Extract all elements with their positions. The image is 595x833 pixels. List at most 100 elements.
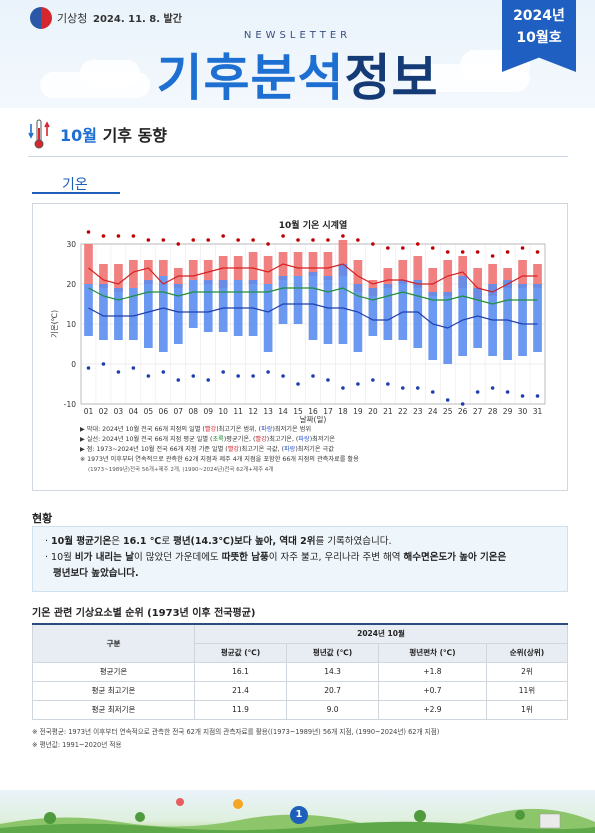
dot-record-max [146,238,151,242]
bar-max-range [114,264,123,292]
bar-max-range [278,252,288,280]
dot-record-max [490,254,495,258]
dot-record-min [146,374,151,378]
table-cell: 11.9 [193,699,288,720]
x-tick-label: 16 [308,407,318,416]
dot-record-max [176,242,181,246]
table-row: 평균기온 16.1 14.3 +1.8 2위 [32,661,569,682]
dot-record-min [386,382,390,386]
bar-max-range [473,268,482,300]
section-title: 10월 기후 동향 [60,126,168,145]
table-cell: +1.8 [378,661,487,682]
bar-min-range [144,280,153,348]
dot-record-min [86,366,91,370]
dot-record-max [505,250,510,254]
x-tick-label: 02 [99,407,109,416]
bar-max-range [99,264,108,288]
dot-record-max [341,234,345,238]
bar-min-range [203,280,213,332]
x-tick-label: 19 [353,407,363,416]
bar-min-range [458,276,468,356]
legend-line-lines: ▶ 실선: 2024년 10월 전국 66개 지점 평균 일별 (초록)평균기온… [80,436,335,443]
issue-month: 10월호 [516,30,562,46]
y-tick-label: 30 [66,240,76,249]
dot-record-min [311,374,315,378]
footnote-1: ※ 전국평균: 1973년 이후부터 연속적으로 관측한 전국 62개 지점의 … [32,728,440,736]
bar-min-range [473,288,482,348]
tab-temperature: 기온 [62,177,88,193]
dot-record-min [266,370,270,374]
newsletter-label: NEWSLETTER [243,30,352,41]
x-tick-label: 11 [233,407,243,416]
bar-max-range [218,256,228,288]
x-tick-label: 17 [323,407,333,416]
y-tick-label: 20 [66,280,76,289]
status-point-1: · 10월 평균기온은 16.1 ℃로 평년(14.3℃)보다 높아, 역대 2… [45,536,392,547]
dot-record-max [116,234,121,238]
bar-max-range [188,260,198,280]
bar-min-range [114,288,123,340]
plot-frame [80,243,546,405]
dot-record-min [415,386,420,390]
chart-title: 10월 기온 시계열 [279,219,347,231]
status-title: 현황 [32,512,53,525]
bar-max-range [338,240,348,276]
x-axis-label: 날짜(일) [300,414,327,424]
bar-min-range [84,284,93,336]
line-mean [88,287,538,305]
x-tick-label: 13 [263,407,273,416]
bar-min-range [398,280,408,340]
dot-record-min [206,378,211,382]
x-tick-label: 22 [398,407,408,416]
org-name: 기상청 [57,12,88,25]
legend-note: ※ 1973년 이후부터 연속적으로 관측한 62개 지점과 제주 4개 지점을… [80,456,359,463]
dot-record-max [86,230,91,234]
table-row: 평균 최저기온 11.9 9.0 +2.9 1위 [32,699,569,720]
dot-record-max [281,234,285,238]
x-tick-label: 20 [368,407,378,416]
dot-record-min [281,374,285,378]
bar-max-range [428,268,438,296]
dot-record-max [326,238,330,242]
section-header: 10월 기후 동향 [28,118,167,150]
y-tick-label: 10 [66,320,76,329]
bar-max-range [383,268,393,288]
section-divider [28,156,568,157]
x-tick-label: 18 [338,407,348,416]
x-tick-label: 28 [488,407,498,416]
dot-record-min [460,402,465,406]
dot-record-min [445,398,450,402]
x-tick-label: 23 [413,407,423,416]
col-header: 평년편차 (℃) [378,642,487,663]
table-cell: 16.1 [193,661,288,682]
header: 기상청 2024. 11. 8. 발간 NEWSLETTER 기후분석정보 20… [0,0,595,108]
dot-record-max [251,238,255,242]
temperature-chart: 10월 기온 시계열 -10 0 10 20 30 01 02 03 04 05 06 07 08 09 10… [32,203,568,491]
bar-max-range [84,244,93,284]
x-tick-label: 05 [144,407,154,416]
dot-record-min [131,366,136,370]
bar-min-range [413,280,423,348]
bar-min-range [218,280,228,332]
tab-underline [32,192,120,194]
bar-max-range [398,260,408,284]
x-tick-label: 21 [383,407,393,416]
table-row: 평균 최고기온 21.4 20.7 +0.7 11위 [32,680,569,701]
dot-record-max [430,246,435,250]
dot-record-max [401,246,405,250]
col-header: 순위(상위) [485,642,569,663]
dot-record-min [401,386,405,390]
x-tick-label: 10 [218,407,228,416]
x-tick-label: 25 [443,407,453,416]
dot-record-max [535,250,540,254]
bar-max-range [173,268,183,288]
bar-max-range [488,264,497,296]
dot-record-min [475,390,480,394]
status-point-2: · 10월 비가 내리는 날이 많았던 가운데에도 따뜻한 남풍이 자주 불고,… [45,552,507,579]
dot-record-min [236,374,240,378]
table-cell: 11위 [485,680,569,701]
dot-record-min [520,394,525,398]
col-header: 평년값 (℃) [286,642,380,663]
bar-min-range [533,284,542,352]
bar-min-range [188,280,198,328]
